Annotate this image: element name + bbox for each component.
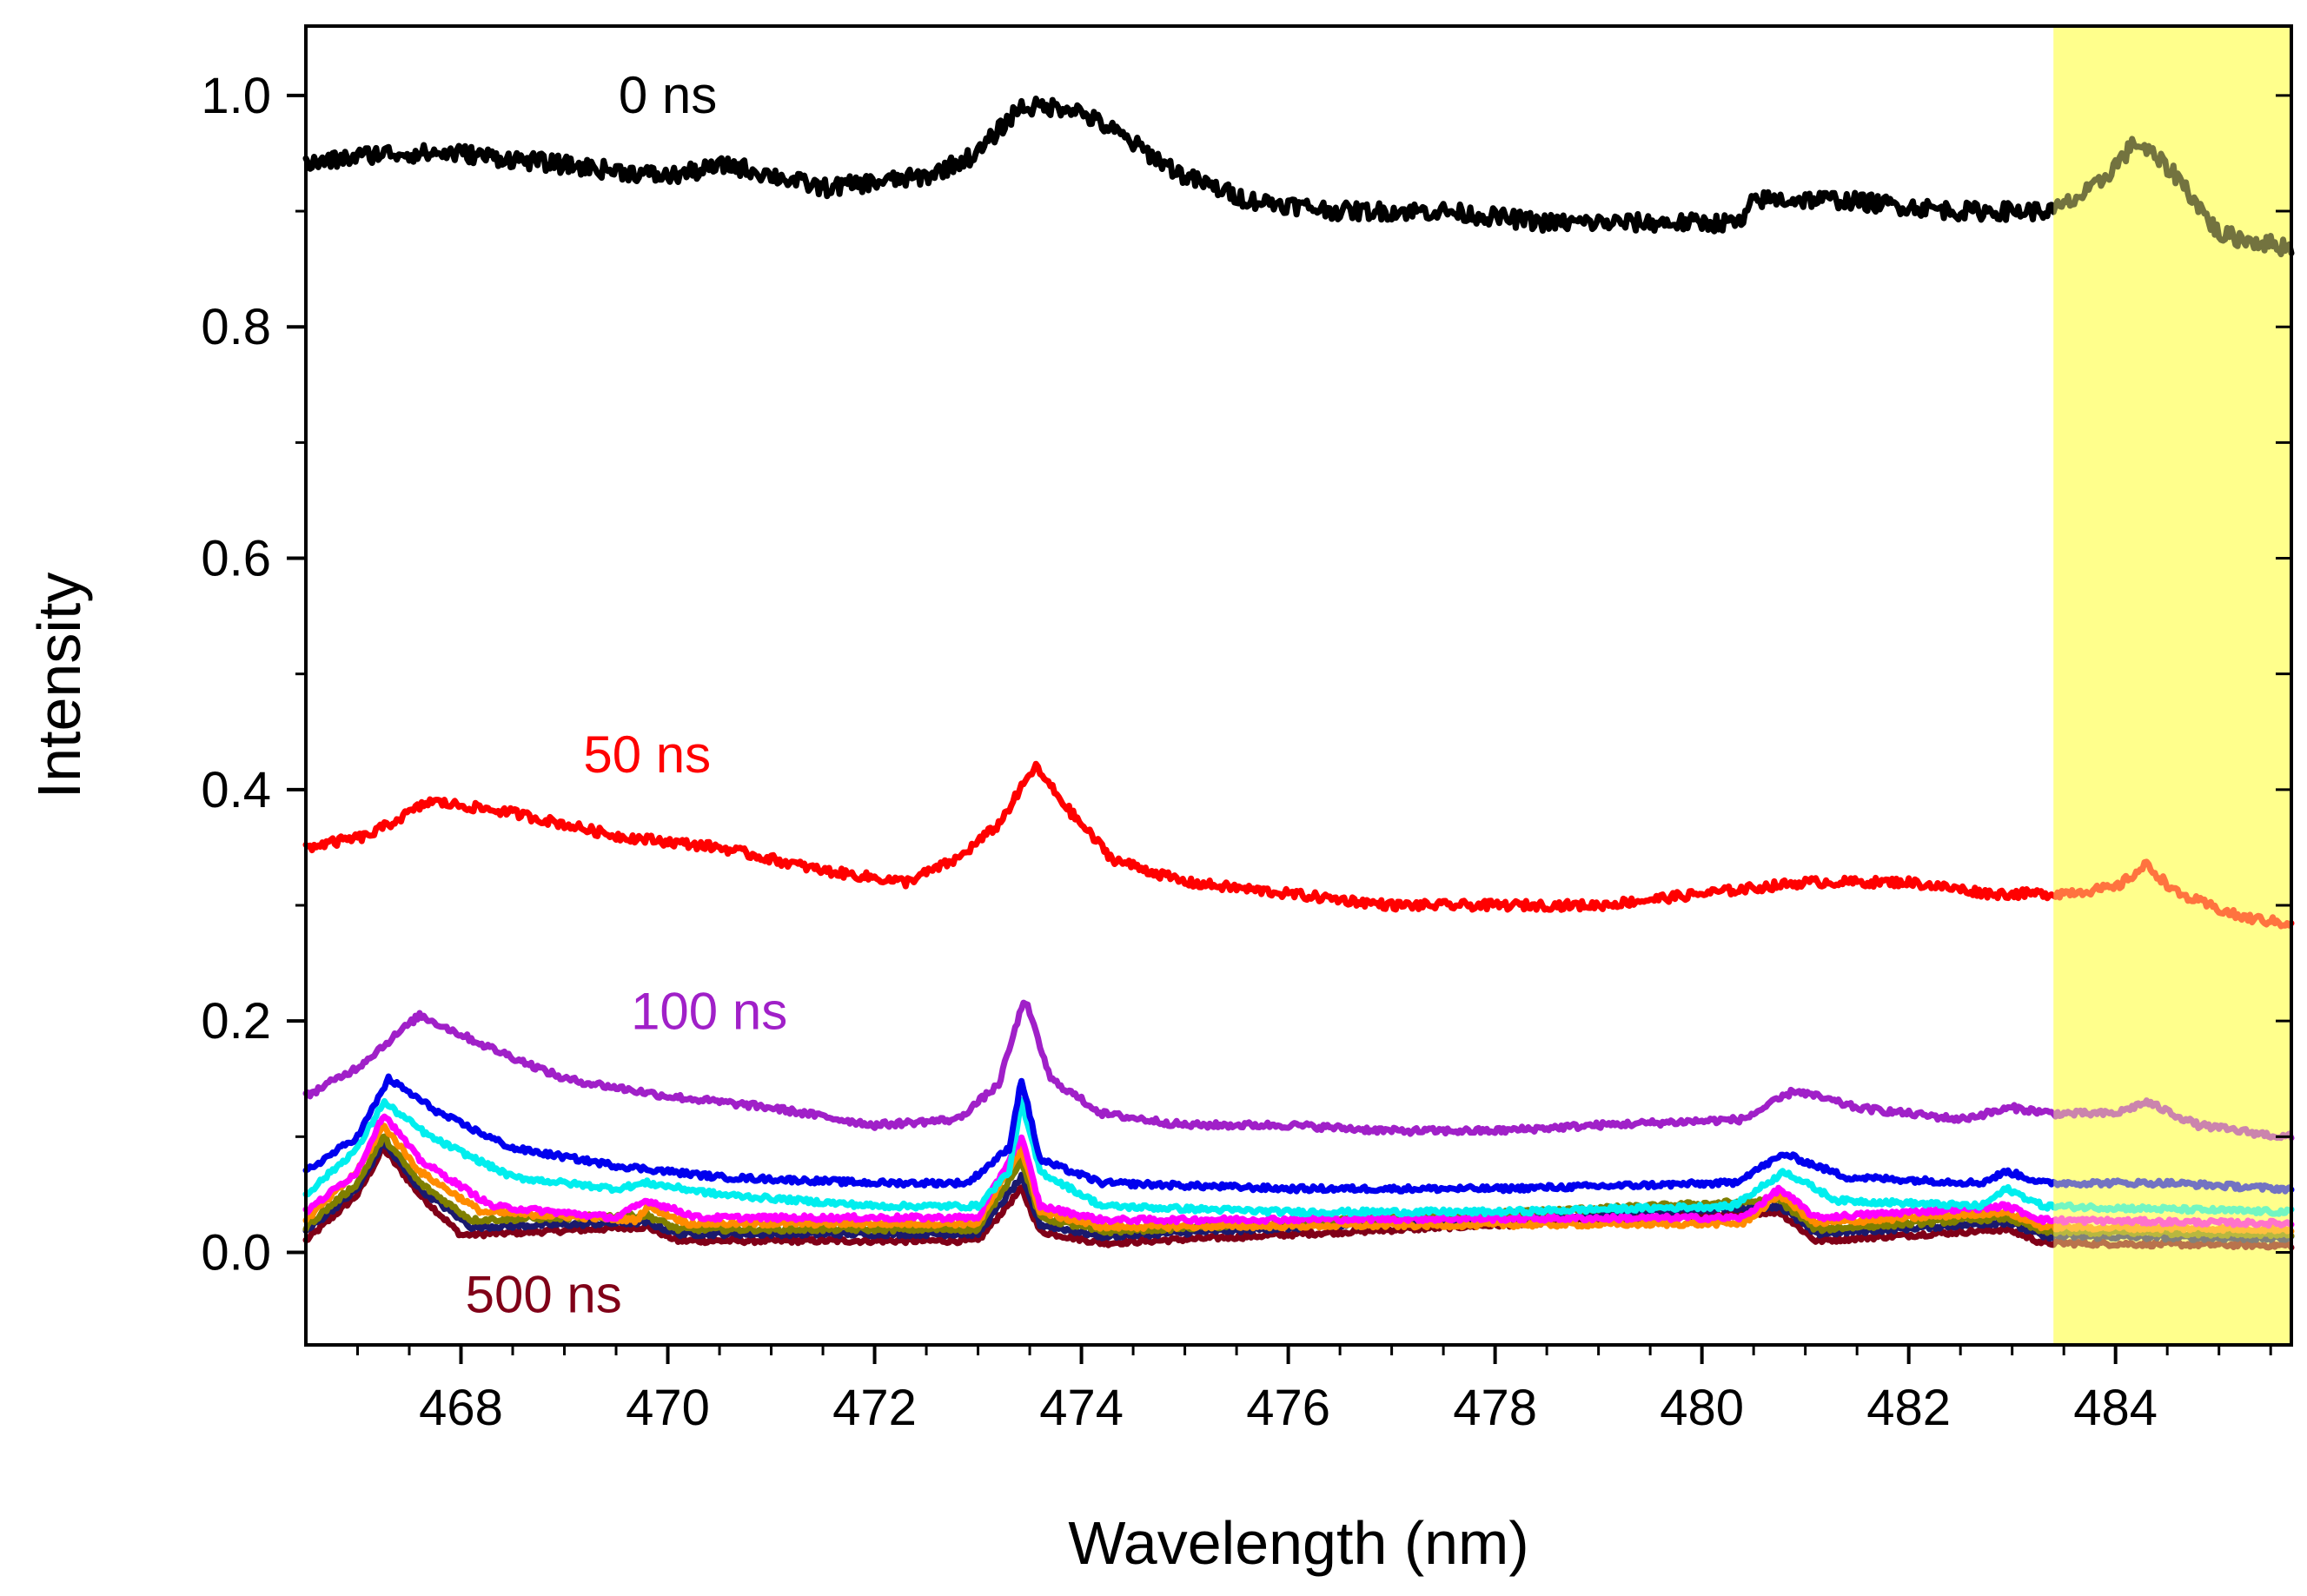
series-line-500-ns bbox=[302, 1145, 2295, 1251]
x-tick-label: 468 bbox=[419, 1380, 503, 1436]
series-label-0-ns: 0 ns bbox=[619, 66, 717, 124]
highlight-overlay bbox=[2053, 26, 2291, 1345]
annotation-layer: 0 ns 50 ns 100 ns 500 ns bbox=[466, 66, 788, 1324]
y-tick-label: 0.4 bbox=[201, 762, 271, 818]
x-tick-label: 474 bbox=[1039, 1380, 1124, 1436]
y-tick-label: 0.2 bbox=[201, 993, 271, 1050]
y-tick-label: 1.0 bbox=[201, 68, 271, 124]
series-label-100-ns: 100 ns bbox=[631, 982, 787, 1040]
series-layer bbox=[302, 26, 2295, 1345]
x-tick-label: 476 bbox=[1246, 1380, 1330, 1436]
ticks-layer bbox=[287, 93, 2291, 1364]
series-label-500-ns: 500 ns bbox=[466, 1266, 622, 1324]
plot-frame bbox=[304, 24, 2293, 1347]
y-tick-label: 0.6 bbox=[201, 531, 271, 587]
y-tick-label: 0.0 bbox=[201, 1224, 271, 1281]
x-tick-label: 470 bbox=[626, 1380, 710, 1436]
x-tick-label: 472 bbox=[832, 1380, 917, 1436]
series-line-150-ns bbox=[302, 1073, 2295, 1195]
series-line-300-ns bbox=[302, 1122, 2295, 1235]
x-tick-label: 482 bbox=[1866, 1380, 1951, 1436]
y-tick-label: 0.8 bbox=[201, 299, 271, 355]
series-line-0-ns bbox=[302, 96, 2295, 258]
series-label-50-ns: 50 ns bbox=[583, 725, 711, 784]
series-line-200-ns bbox=[302, 1096, 2295, 1218]
x-tick-label: 480 bbox=[1660, 1380, 1744, 1436]
y-axis-title: Intensity bbox=[25, 573, 93, 799]
x-tick-label: 478 bbox=[1453, 1380, 1537, 1436]
series-line-50-ns bbox=[302, 760, 2295, 930]
x-tick-label: 484 bbox=[2073, 1380, 2158, 1436]
x-axis-title: Wavelength (nm) bbox=[1068, 1509, 1528, 1577]
series-line-100-ns bbox=[302, 999, 2295, 1142]
labels-layer: 468 470 472 474 476 478 480 482 484 0.0 0.2 0.4 0.6 0… bbox=[201, 68, 2158, 1436]
